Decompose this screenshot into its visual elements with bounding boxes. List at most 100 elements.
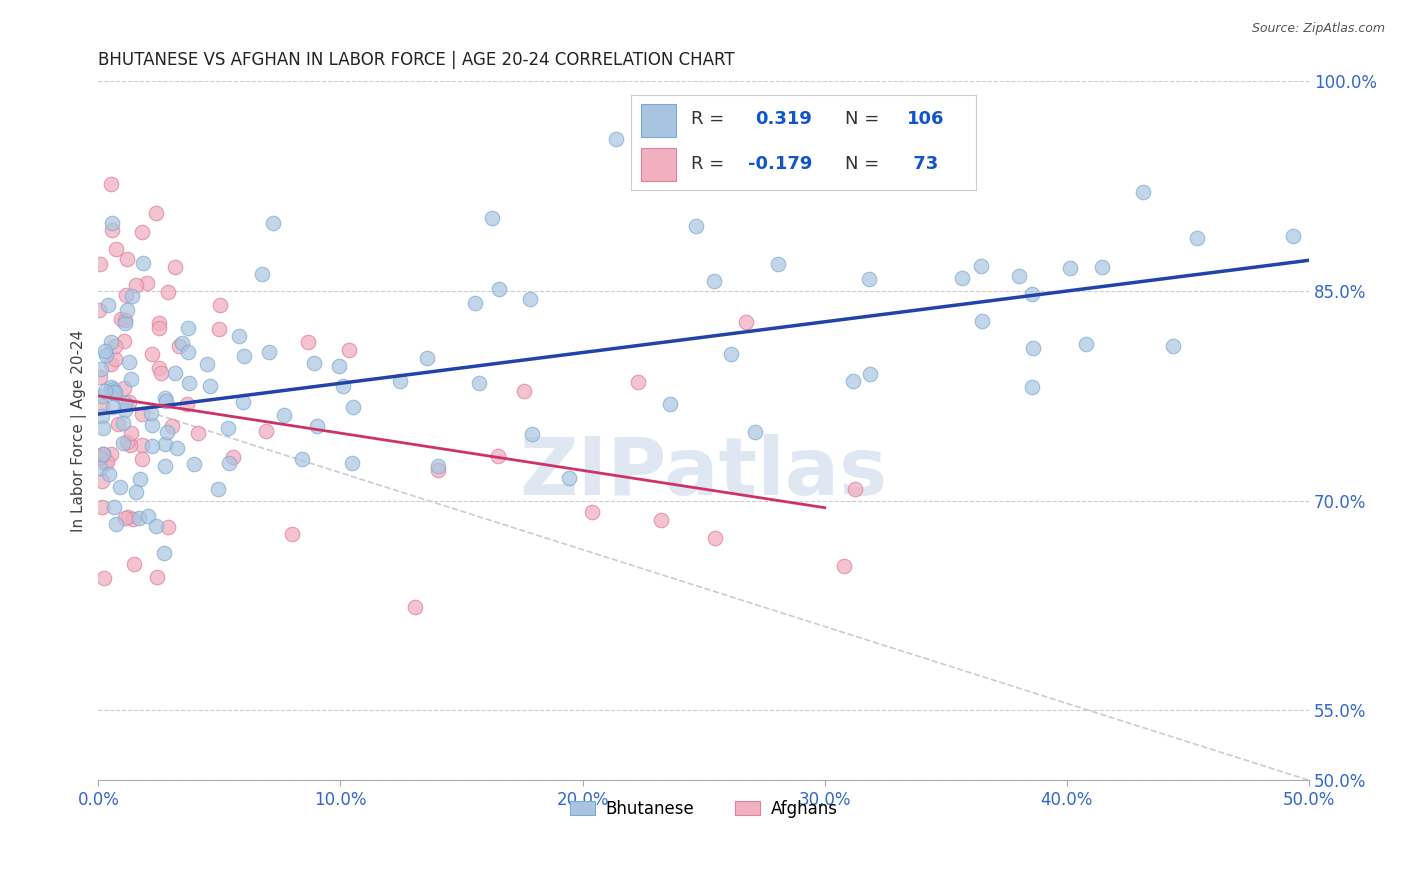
Point <box>404 600 426 615</box>
Point <box>305 419 328 434</box>
Point <box>131 226 153 240</box>
Point <box>125 484 148 499</box>
Point <box>172 335 194 350</box>
Point <box>844 482 866 496</box>
Point <box>659 397 682 411</box>
Point <box>1008 268 1031 283</box>
Point <box>91 399 114 413</box>
Point <box>522 426 544 441</box>
Point <box>581 505 603 519</box>
Point <box>488 282 510 296</box>
Point <box>90 500 112 515</box>
Point <box>121 372 143 386</box>
Point <box>131 438 153 452</box>
Point <box>297 334 319 349</box>
Point <box>96 455 118 469</box>
Point <box>627 375 650 389</box>
Point <box>148 320 170 334</box>
Point <box>145 519 167 533</box>
Text: BHUTANESE VS AFGHAN IN LABOR FORCE | AGE 20-24 CORRELATION CHART: BHUTANESE VS AFGHAN IN LABOR FORCE | AGE… <box>98 51 735 69</box>
Point <box>131 407 153 421</box>
Point <box>89 460 111 475</box>
Point <box>118 355 141 369</box>
Point <box>148 316 170 330</box>
Point <box>177 376 200 391</box>
Point <box>160 418 183 433</box>
Point <box>167 339 190 353</box>
Point <box>115 252 138 267</box>
Point <box>93 571 115 585</box>
Text: Source: ZipAtlas.com: Source: ZipAtlas.com <box>1251 22 1385 36</box>
Point <box>332 378 354 392</box>
Text: ZIPatlas: ZIPatlas <box>520 434 887 512</box>
Point <box>950 271 973 285</box>
Point <box>131 451 153 466</box>
Point <box>163 260 186 275</box>
Point <box>208 298 231 312</box>
Point <box>943 155 966 169</box>
Point <box>558 471 581 485</box>
Point <box>1074 336 1097 351</box>
Point <box>114 511 136 525</box>
Point <box>257 345 280 359</box>
Point <box>89 370 111 384</box>
Point <box>208 321 231 335</box>
Point <box>183 457 205 471</box>
Point <box>427 458 450 473</box>
Point <box>141 418 163 433</box>
Point <box>1022 341 1045 355</box>
Point <box>120 426 142 441</box>
Point <box>89 450 111 464</box>
Point <box>207 482 229 496</box>
Point <box>1021 287 1043 301</box>
Point <box>148 361 170 376</box>
Point <box>97 298 120 312</box>
Point <box>281 527 304 541</box>
Point <box>115 287 138 301</box>
Point <box>153 437 176 451</box>
Point <box>101 216 124 230</box>
Point <box>650 512 672 526</box>
Point <box>744 425 766 439</box>
Point <box>114 403 136 417</box>
Point <box>100 447 122 461</box>
Point <box>115 302 138 317</box>
Point <box>217 420 239 434</box>
Point <box>858 272 880 286</box>
Point <box>101 223 124 237</box>
Point <box>141 347 163 361</box>
Point <box>1021 380 1043 394</box>
Point <box>155 393 177 408</box>
Point <box>115 435 138 450</box>
Point <box>103 386 125 401</box>
Point <box>101 385 124 400</box>
Point <box>100 335 122 350</box>
Point <box>136 276 159 290</box>
Point <box>103 384 125 399</box>
Point <box>228 328 250 343</box>
Point <box>91 447 114 461</box>
Point <box>103 338 125 352</box>
Point <box>100 178 122 192</box>
Point <box>970 314 993 328</box>
Point <box>104 351 127 366</box>
Point <box>685 219 707 234</box>
Point <box>103 400 125 414</box>
Point <box>122 557 145 571</box>
Point <box>89 257 111 271</box>
Point <box>103 385 125 400</box>
Point <box>118 438 141 452</box>
Point <box>273 409 295 423</box>
Point <box>165 366 187 380</box>
Point <box>91 421 114 435</box>
Point <box>90 361 112 376</box>
Point <box>291 451 314 466</box>
Point <box>153 391 176 405</box>
Point <box>107 417 129 431</box>
Point <box>101 383 124 397</box>
Point <box>103 500 125 514</box>
Point <box>187 425 209 440</box>
Point <box>703 531 725 545</box>
Point <box>112 436 135 450</box>
Point <box>519 292 541 306</box>
